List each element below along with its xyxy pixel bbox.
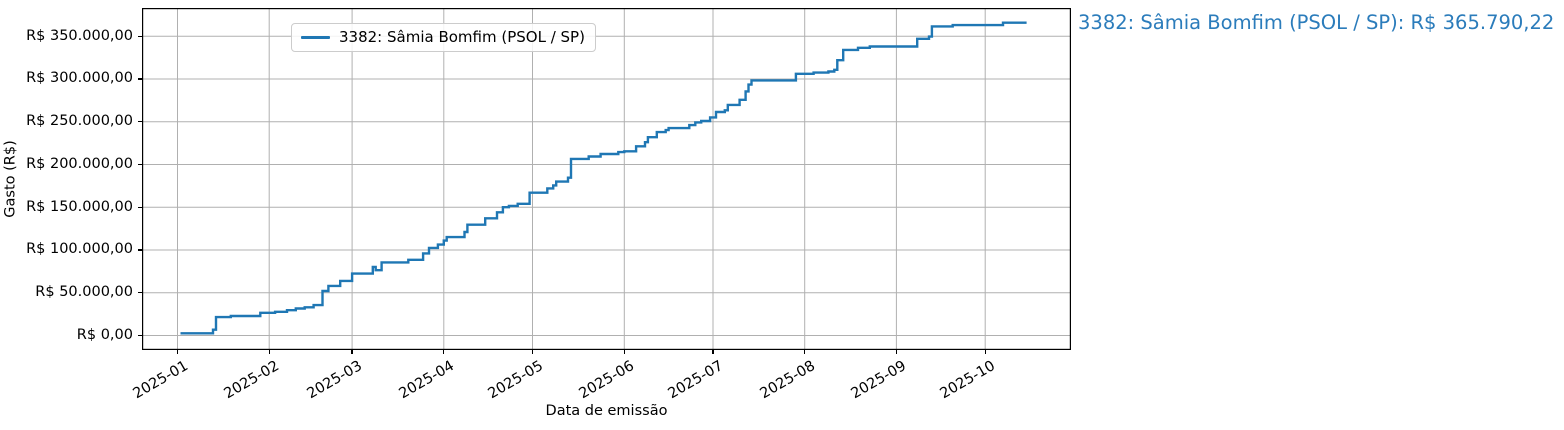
x-tick-mark — [351, 350, 353, 354]
x-tick-mark — [712, 350, 714, 354]
x-tick-mark — [804, 350, 806, 354]
x-axis-label: Data de emissão — [545, 403, 668, 419]
y-tick-mark — [138, 35, 142, 37]
grid-lines — [142, 8, 1071, 350]
y-tick-label: R$ 100.000,00 — [26, 241, 133, 258]
y-tick-mark — [138, 334, 142, 337]
legend-box: 3382: Sâmia Bomfim (PSOL / SP) — [291, 23, 596, 52]
x-tick-mark — [623, 350, 625, 354]
y-tick-label: R$ 300.000,00 — [26, 70, 133, 87]
y-tick-label: R$ 150.000,00 — [26, 198, 133, 215]
series-total-annotation: 3382: Sâmia Bomfim (PSOL / SP): R$ 365.7… — [1078, 11, 1555, 34]
spending-line — [180, 21, 1027, 335]
axes-spines — [142, 8, 1071, 350]
y-tick-mark — [138, 163, 142, 166]
y-tick-label: R$ 350.000,00 — [26, 27, 133, 44]
y-tick-mark — [138, 249, 142, 251]
legend-line-icon — [301, 35, 330, 39]
y-tick-mark — [138, 78, 142, 80]
y-tick-label: R$ 200.000,00 — [26, 155, 133, 172]
y-tick-mark — [138, 121, 142, 123]
x-tick-mark — [895, 350, 898, 354]
plot-canvas — [142, 8, 1071, 350]
x-tick-mark — [176, 350, 179, 354]
y-tick-mark — [138, 292, 142, 294]
x-tick-mark — [531, 350, 534, 354]
y-tick-label: R$ 0,00 — [76, 326, 133, 343]
y-tick-label: R$ 50.000,00 — [35, 284, 133, 301]
x-tick-mark — [984, 350, 986, 354]
y-tick-mark — [138, 206, 142, 208]
x-tick-mark — [268, 350, 270, 354]
y-tick-label: R$ 250.000,00 — [26, 113, 133, 130]
legend-label: 3382: Sâmia Bomfim (PSOL / SP) — [339, 28, 585, 46]
x-tick-mark — [443, 350, 445, 354]
plot-area: 3382: Sâmia Bomfim (PSOL / SP) — [142, 8, 1071, 350]
